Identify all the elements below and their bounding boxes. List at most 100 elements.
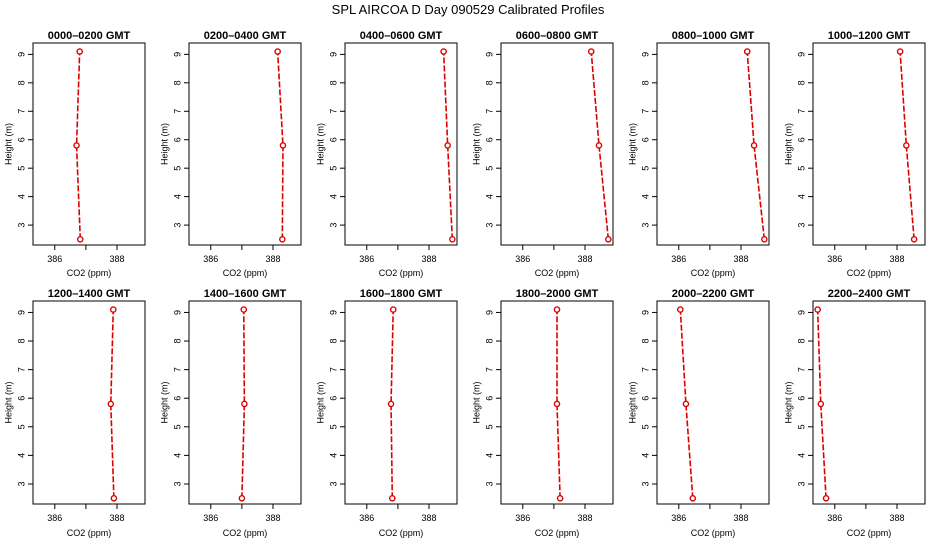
- panel-1-x-label: CO2 (ppm): [67, 268, 112, 278]
- panel-8-y-tick-label-7: 9: [172, 310, 182, 315]
- panel-7-profile-line: [109, 309, 115, 499]
- panel-3-point-2: [444, 142, 451, 149]
- panel-2-point-2: [279, 142, 287, 149]
- panel-5-y-tick-label-5: 7: [640, 109, 650, 114]
- panel-8-point-2: [241, 400, 248, 408]
- panel-10-point-2: [553, 400, 561, 408]
- panel-12-y-label: Height (m): [783, 381, 793, 423]
- panel-1-y-tick-label-3: 5: [16, 166, 26, 171]
- panel-4-y-label: Height (m): [471, 123, 481, 165]
- panel-11-point-3: [677, 306, 684, 313]
- panel-11-y-tick-label-1: 3: [640, 481, 650, 486]
- panel-12-point-1: [822, 494, 830, 502]
- panel-10-x-tick-label-1: 386: [515, 513, 530, 523]
- panel-4-y-tick-label-1: 3: [484, 223, 494, 228]
- panel-6-profile-line: [899, 51, 915, 240]
- panel-6-point-1: [910, 236, 918, 243]
- panel-6-x-label: CO2 (ppm): [847, 268, 892, 278]
- panel-3-title: 0400–0600 GMT: [360, 30, 443, 42]
- panel-10-y-tick-label-7: 9: [484, 310, 494, 315]
- panel-1-y-tick-label-7: 9: [16, 52, 26, 57]
- panel-7-point-3: [109, 306, 117, 313]
- panel-6-frame: [812, 42, 926, 246]
- panel-2-point-1: [279, 236, 286, 243]
- panel-10-frame: [500, 300, 614, 505]
- panel-3-x-tick-label-3: 388: [421, 254, 436, 264]
- panel-4-x-tick-label-1: 386: [515, 254, 530, 264]
- panel-9-x-label: CO2 (ppm): [379, 528, 424, 538]
- panel-7-x-label: CO2 (ppm): [67, 528, 112, 538]
- panel-2-y-tick-label-2: 4: [172, 194, 182, 199]
- panel-10-y-tick-label-2: 4: [484, 453, 494, 458]
- panel-2-point-3: [274, 48, 281, 55]
- panel-5-y-tick-label-3: 5: [640, 166, 650, 171]
- panel-12-y-tick-label-7: 9: [796, 310, 806, 315]
- panel-10-y-tick-label-1: 3: [484, 481, 494, 486]
- panel-8-y-tick-label-4: 6: [172, 396, 182, 401]
- panel-2-x-tick-label-1: 386: [203, 254, 218, 264]
- panel-7-y-tick-label-4: 6: [16, 396, 26, 401]
- panel-7-y-tick-label-1: 3: [16, 481, 26, 486]
- panel-5-point-3: [743, 48, 751, 55]
- panel-12-point-2: [817, 400, 825, 408]
- panel-9-x-tick-label-3: 388: [421, 513, 436, 523]
- panel-11-y-tick-label-7: 9: [640, 310, 650, 315]
- panel-4-profile-line: [590, 51, 610, 240]
- panel-11-y-tick-label-2: 4: [640, 453, 650, 458]
- panel-12-x-tick-label-3: 388: [889, 513, 904, 523]
- panel-8-y-tick-label-3: 5: [172, 424, 182, 429]
- panel-7-x-tick-label-3: 388: [109, 513, 124, 523]
- panel-6-title: 1000–1200 GMT: [828, 30, 911, 42]
- panel-12-x-tick-label-1: 386: [827, 513, 842, 523]
- panel-3-y-tick-label-2: 4: [328, 194, 338, 199]
- panel-1-point-3: [76, 48, 83, 55]
- panel-6-y-tick-label-3: 5: [796, 166, 806, 171]
- panel-10-y-tick-label-6: 8: [484, 339, 494, 344]
- panel-3-y-tick-label-1: 3: [328, 223, 338, 228]
- panel-7-y-tick-label-2: 4: [16, 453, 26, 458]
- panel-7-y-tick-label-7: 9: [16, 310, 26, 315]
- panel-12-y-tick-label-2: 4: [796, 453, 806, 458]
- panel-7-point-2: [107, 400, 115, 408]
- panel-4-y-tick-label-5: 7: [484, 109, 494, 114]
- panel-4-point-1: [605, 236, 612, 243]
- panel-9-y-tick-label-2: 4: [328, 453, 338, 458]
- panel-3-x-label: CO2 (ppm): [379, 268, 424, 278]
- panel-9-y-tick-label-4: 6: [328, 396, 338, 401]
- panel-1-y-tick-label-2: 4: [16, 194, 26, 199]
- panel-8-x-label: CO2 (ppm): [223, 528, 268, 538]
- panel-10-y-tick-label-5: 7: [484, 367, 494, 372]
- panel-6-x-tick-label-3: 388: [889, 254, 904, 264]
- panel-5-point-2: [750, 142, 758, 149]
- panel-12-y-tick-label-6: 8: [796, 339, 806, 344]
- panel-3-y-tick-label-5: 7: [328, 109, 338, 114]
- panel-9-y-tick-label-5: 7: [328, 367, 338, 372]
- panel-9-title: 1600–1800 GMT: [360, 288, 443, 300]
- panel-2-y-tick-label-4: 6: [172, 137, 182, 142]
- panel-12-title: 2200–2400 GMT: [828, 288, 911, 300]
- panel-12-y-tick-label-5: 7: [796, 367, 806, 372]
- panel-11-x-tick-label-1: 386: [671, 513, 686, 523]
- panel-9-y-tick-label-6: 8: [328, 339, 338, 344]
- panel-11-y-tick-label-6: 8: [640, 339, 650, 344]
- panel-7-x-tick-label-1: 386: [47, 513, 62, 523]
- panel-9-y-label: Height (m): [315, 381, 325, 423]
- panel-4-point-2: [595, 142, 603, 149]
- panel-1-point-2: [73, 142, 80, 149]
- panel-1-y-tick-label-1: 3: [16, 223, 26, 228]
- panel-5-x-tick-label-3: 388: [733, 254, 748, 264]
- panel-10-y-label: Height (m): [471, 381, 481, 423]
- panel-2-y-tick-label-1: 3: [172, 223, 182, 228]
- panel-7-y-label: Height (m): [3, 381, 13, 423]
- panel-8-title: 1400–1600 GMT: [204, 288, 287, 300]
- panel-6-y-tick-label-4: 6: [796, 137, 806, 142]
- panel-7-title: 1200–1400 GMT: [48, 288, 131, 300]
- panel-8-point-3: [240, 306, 248, 313]
- panel-2-x-label: CO2 (ppm): [223, 268, 268, 278]
- panel-12-y-tick-label-4: 6: [796, 396, 806, 401]
- panel-11-x-label: CO2 (ppm): [691, 528, 736, 538]
- panel-5-y-tick-label-4: 6: [640, 137, 650, 142]
- panel-9-point-2: [387, 400, 395, 408]
- panel-9-profile-line: [390, 309, 395, 499]
- panel-2-title: 0200–0400 GMT: [204, 30, 287, 42]
